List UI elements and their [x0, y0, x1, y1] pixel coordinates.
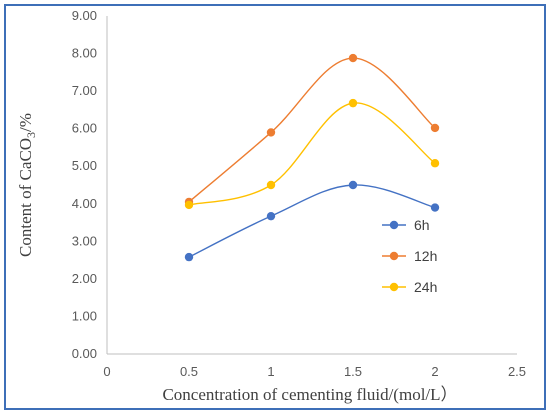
legend-label-12h: 12h	[414, 248, 437, 264]
legend-label-6h: 6h	[414, 217, 430, 233]
x-axis-title: Concentration of cementing fluid/(mol/L）	[162, 385, 457, 404]
y-tick-label: 2.00	[72, 271, 97, 286]
x-tick-label: 0	[103, 364, 110, 379]
series-line-24h	[188, 102, 436, 206]
chart-frame	[4, 4, 546, 410]
series-line-12h	[188, 57, 436, 203]
data-point-24h	[266, 180, 276, 190]
y-axis-title-main: Content of CaCO	[16, 138, 35, 257]
y-tick-label: 1.00	[72, 308, 97, 323]
data-point-12h	[430, 123, 440, 133]
x-tick-label: 2.5	[508, 364, 526, 379]
data-point-12h	[266, 128, 276, 137]
x-tick-label: 2	[431, 364, 438, 379]
data-point-6h	[430, 203, 440, 212]
y-tick-label: 4.00	[72, 196, 97, 211]
x-tick-label: 0.5	[180, 364, 198, 379]
y-axis-title-suffix: /%	[16, 113, 35, 132]
y-axis-title-subscript: 3	[24, 132, 38, 138]
y-tick-label: 9.00	[72, 8, 97, 23]
y-tick-label: 0.00	[72, 346, 97, 361]
y-axis-title: Content of CaCO3/%	[16, 113, 38, 257]
legend-marker-24h	[389, 282, 399, 292]
legend-marker-6h	[389, 220, 399, 230]
x-tick-label: 1.5	[344, 364, 362, 379]
data-point-24h	[430, 159, 440, 168]
data-point-12h	[348, 53, 358, 63]
y-tick-label: 7.00	[72, 83, 97, 98]
y-tick-label: 5.00	[72, 158, 97, 173]
y-tick-label: 6.00	[72, 121, 97, 136]
x-tick-label: 1	[267, 364, 274, 379]
legend-marker-12h	[389, 251, 399, 261]
series-line-6h	[188, 184, 436, 258]
y-tick-label: 8.00	[72, 46, 97, 61]
y-tick-label: 3.00	[72, 233, 97, 248]
data-point-6h	[266, 211, 276, 221]
data-point-6h	[184, 252, 194, 262]
data-point-24h	[184, 200, 194, 210]
legend-label-24h: 24h	[414, 279, 437, 295]
data-point-6h	[348, 180, 358, 190]
data-point-24h	[348, 98, 358, 108]
